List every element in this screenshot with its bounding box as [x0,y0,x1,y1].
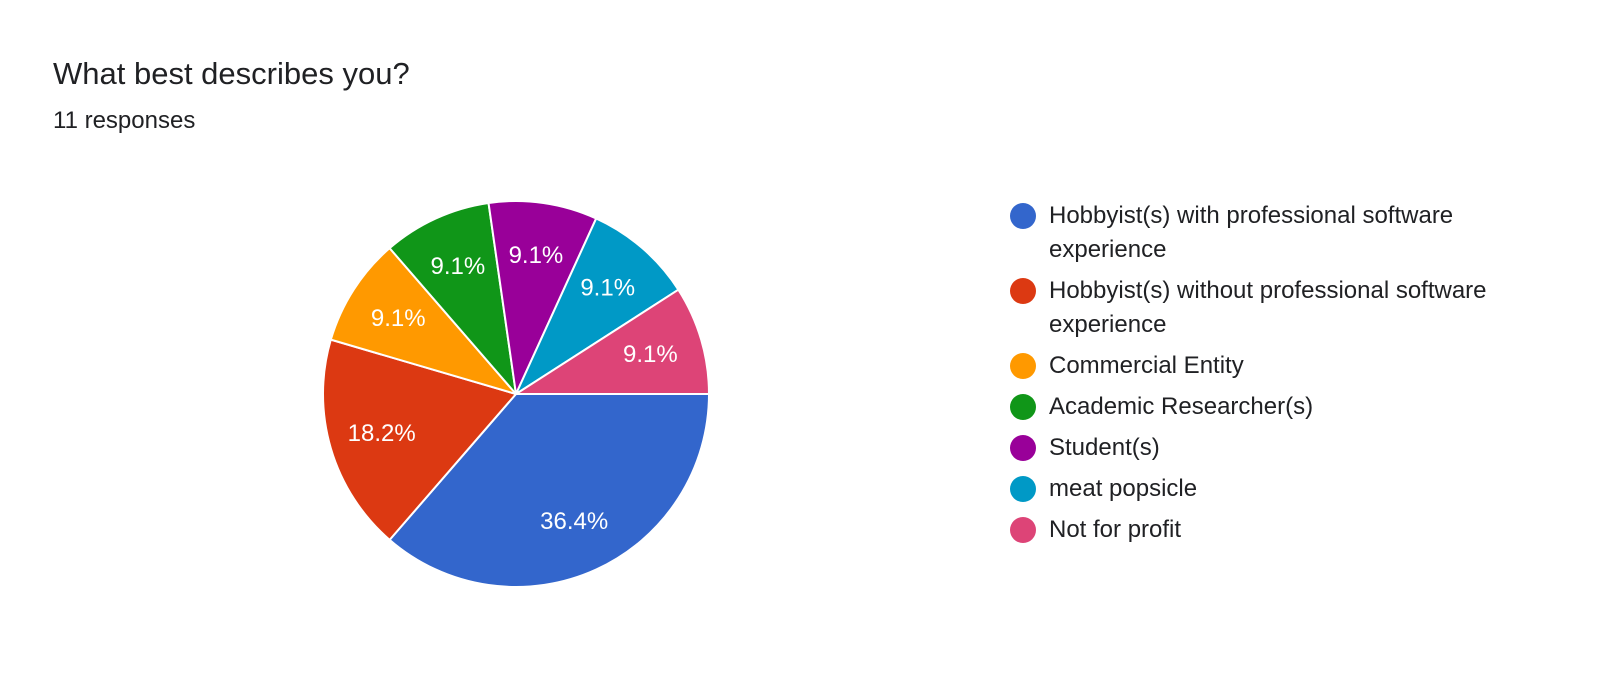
legend-item[interactable]: Academic Researcher(s) [1010,390,1570,424]
pie-chart: 36.4% 18.2% 9.1% 9.1% 9.1% 9.1% 9.1% [300,180,740,610]
legend-label: Hobbyist(s) with professional software e… [1049,202,1454,263]
legend-swatch-icon [1010,278,1036,304]
legend-item[interactable]: meat popsicle [1010,472,1570,506]
pie-chart-svg: 36.4%18.2%9.1%9.1% 9.1%9.1%9.1% [322,200,710,588]
legend-swatch-icon [1010,517,1036,543]
pie-slice[interactable] [515,288,710,395]
legend-item[interactable]: Commercial Entity [1010,349,1570,383]
legend-label: Not for profit [1049,516,1182,543]
chart-legend: Hobbyist(s) with professional software e… [1010,199,1570,554]
pie-slice[interactable] [322,338,517,541]
legend-swatch-icon [1010,435,1036,461]
slice-percent-label: 9.1% [509,242,564,269]
legend-swatch-icon [1010,476,1036,502]
pie-slice[interactable] [515,217,680,395]
pie-slice[interactable] [487,200,598,395]
legend-label: Hobbyist(s) without professional softwar… [1049,277,1487,338]
pie-slice[interactable] [388,393,710,588]
legend-item[interactable]: Student(s) [1010,431,1570,465]
legend-item[interactable]: Not for profit [1010,513,1570,547]
pie-slice[interactable] [388,201,517,395]
legend-swatch-icon [1010,203,1036,229]
legend-label: Commercial Entity [1049,352,1244,379]
legend-label: meat popsicle [1049,475,1198,502]
slice-percent-label: 36.4% [540,508,608,535]
legend-label: Student(s) [1049,434,1160,461]
legend-swatch-icon [1010,394,1036,420]
legend-swatch-icon [1010,353,1036,379]
chart-title: What best describes you? [53,56,410,91]
legend-item[interactable]: Hobbyist(s) without professional softwar… [1010,274,1570,342]
slice-percent-label: 18.2% [348,420,416,447]
slice-percent-label: 9.1% [623,341,678,368]
pie-slice[interactable] [329,247,517,395]
legend-label: Academic Researcher(s) [1049,393,1314,420]
legend-item[interactable]: Hobbyist(s) with professional software e… [1010,199,1570,267]
slice-percent-label: 9.1% [430,253,485,280]
slice-percent-label: 9.1% [580,275,635,302]
response-count: 11 responses [53,107,196,134]
slice-percent-label: 9.1% [371,305,426,332]
